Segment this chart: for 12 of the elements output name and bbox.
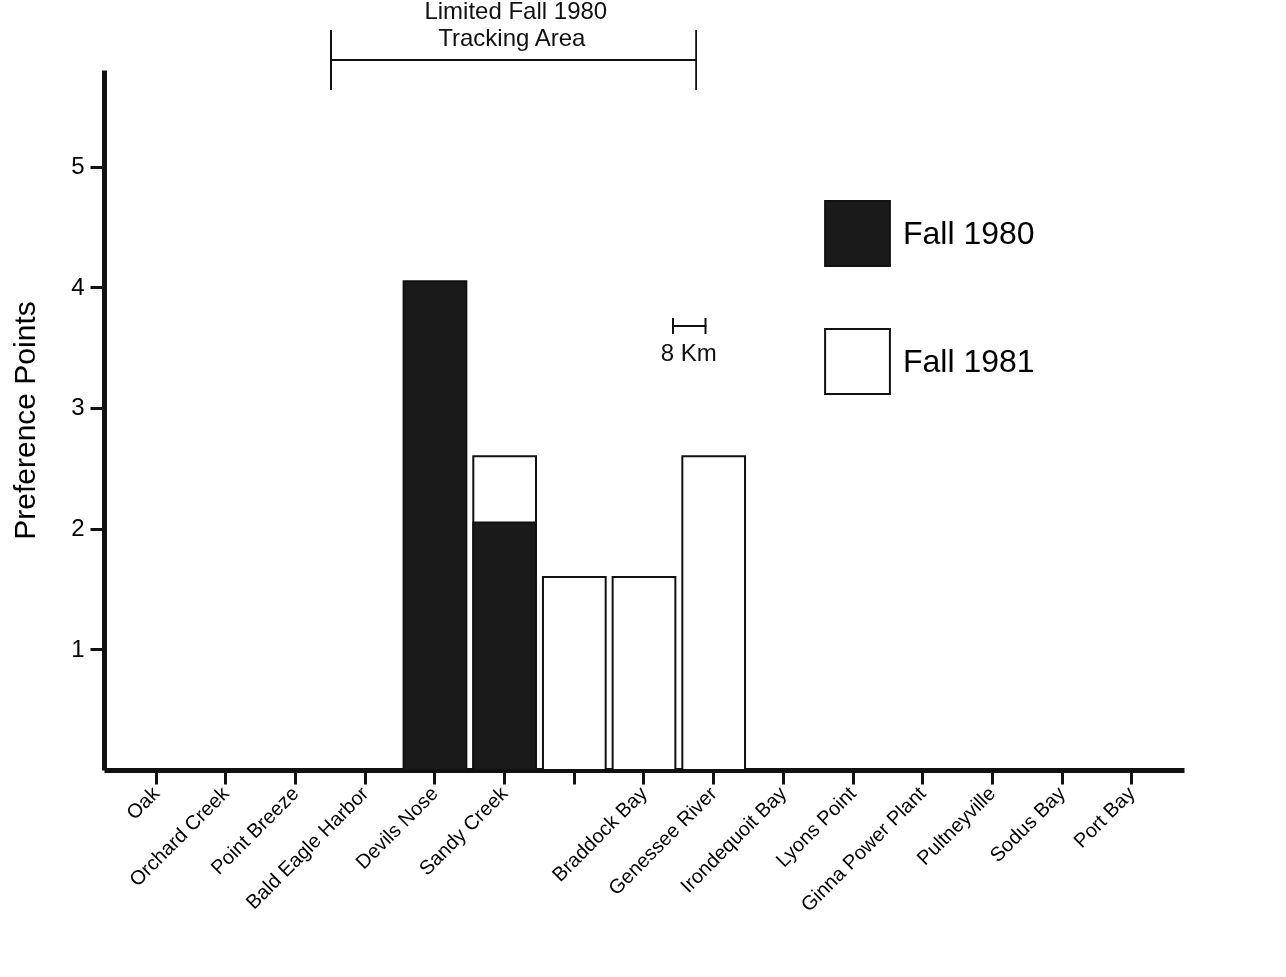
y-tick-label: 1 xyxy=(71,634,85,662)
y-tick-label: 3 xyxy=(71,393,85,421)
y-tick-label: 2 xyxy=(71,514,85,542)
text: Limited Fall 1980 Tracking Area xyxy=(420,0,608,51)
legend-label: Fall 1980 xyxy=(903,214,1035,251)
x-tick-label: Port Bay xyxy=(1069,782,1139,852)
y-tick-label: 5 xyxy=(71,152,85,180)
y-tick-label: 4 xyxy=(71,272,85,300)
y-axis-title: Preference Points xyxy=(8,301,42,540)
x-tick-label: Oak xyxy=(121,781,165,824)
annotation: 8 Km xyxy=(659,338,718,367)
legend-label: Fall 1981 xyxy=(903,342,1035,379)
